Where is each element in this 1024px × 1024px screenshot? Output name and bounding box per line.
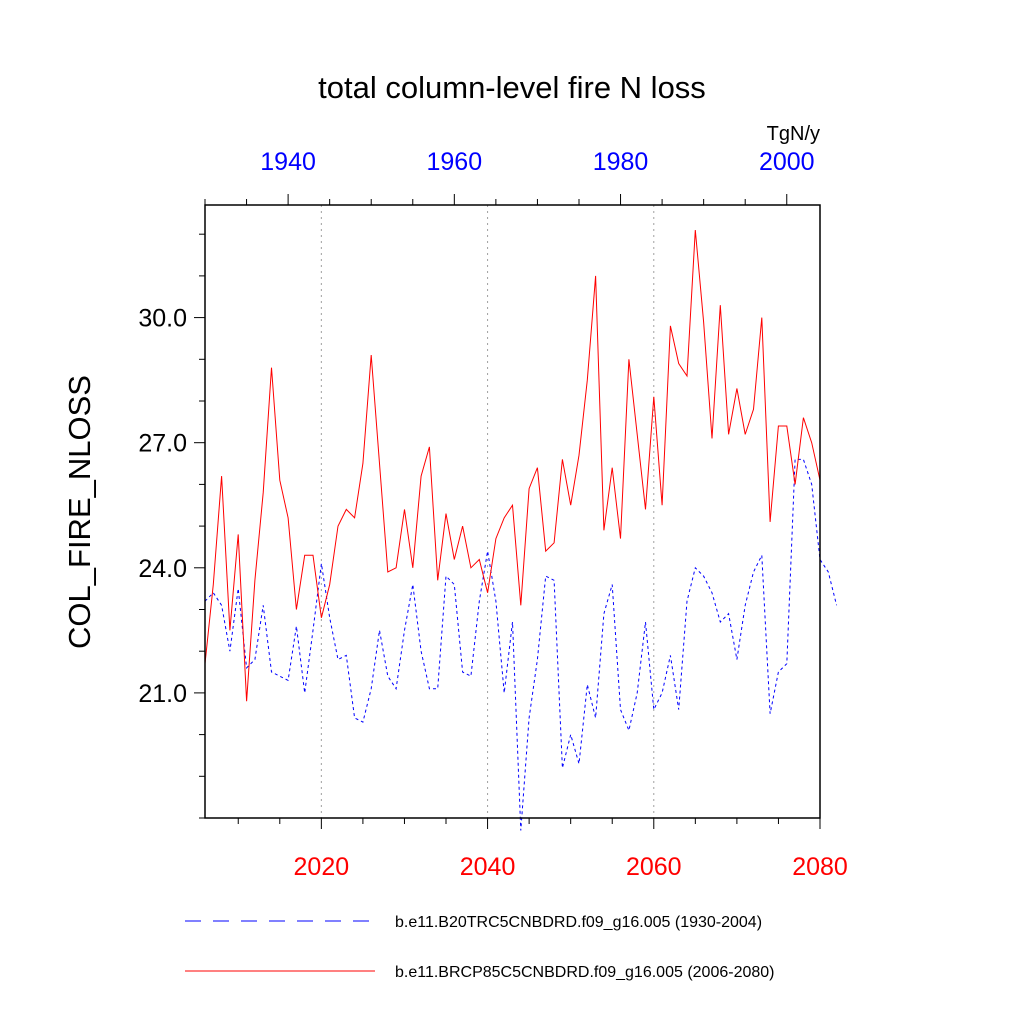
- units-label: TgN/y: [767, 123, 820, 145]
- series-group: [204, 229, 838, 831]
- x-bottom-tick-label: 2080: [792, 853, 848, 881]
- x-top-tick-label: 1980: [593, 148, 649, 176]
- legend-label: b.e11.B20TRC5CNBDRD.f09_g16.005 (1930-20…: [395, 914, 762, 931]
- plot-frame: [204, 204, 821, 819]
- y-tick-label: 30.0: [138, 305, 187, 333]
- chart-title: total column-level fire N loss: [318, 70, 706, 105]
- gridlines: [320, 205, 655, 818]
- x-bottom-tick-label: 2060: [626, 853, 682, 881]
- y-tick-label: 27.0: [138, 430, 187, 458]
- x-top-tick-label: 1940: [260, 148, 316, 176]
- legend-label: b.e11.BRCP85C5CNBDRD.f09_g16.005 (2006-2…: [395, 964, 774, 981]
- axes: 21.0 24.0 27.0 30.0 2020 2040 2060 2080 1940 1960…: [138, 148, 847, 881]
- x-bottom-tick-label: 2040: [460, 853, 516, 881]
- series-line-rcp85: [204, 229, 821, 702]
- x-top-tick-label: 2000: [759, 148, 815, 176]
- y-axis-label: COL_FIRE_NLOSS: [62, 375, 97, 649]
- x-top-tick-label: 1960: [427, 148, 483, 176]
- y-tick-label: 21.0: [138, 680, 187, 708]
- x-bottom-tick-label: 2020: [294, 853, 350, 881]
- y-tick-label: 24.0: [138, 555, 187, 583]
- legend: b.e11.B20TRC5CNBDRD.f09_g16.005 (1930-20…: [185, 914, 774, 981]
- series-line-historical: [204, 458, 838, 831]
